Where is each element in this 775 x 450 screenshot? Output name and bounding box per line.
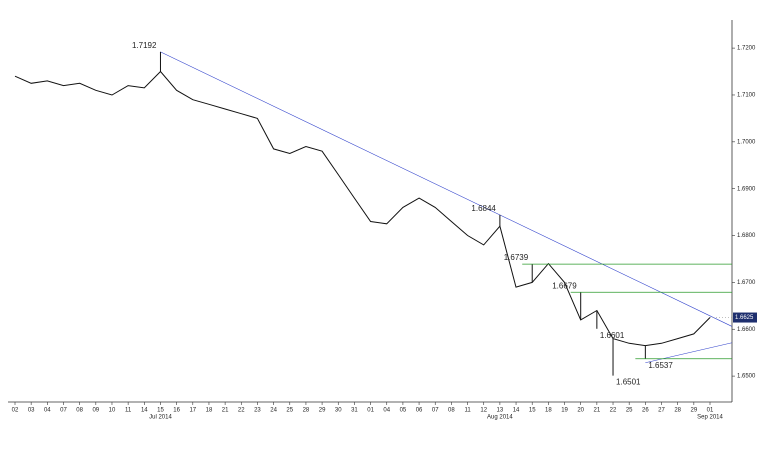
x-tick-label: 08	[76, 408, 83, 414]
annotation-label: 1.6739	[504, 253, 529, 262]
x-tick-label: 07	[60, 408, 67, 414]
x-tick-label: 22	[610, 408, 617, 414]
x-tick-label: 20	[577, 408, 584, 414]
x-tick-label: 28	[674, 408, 681, 414]
x-tick-label: 11	[125, 408, 132, 414]
x-tick-label: 21	[222, 408, 229, 414]
x-tick-label: 11	[464, 408, 471, 414]
x-tick-label: 30	[335, 408, 342, 414]
x-tick-label: 09	[92, 408, 99, 414]
annotation-label: 1.6844	[471, 204, 496, 213]
x-tick-label: 26	[642, 408, 649, 414]
x-tick-label: 25	[286, 408, 293, 414]
resistance-line	[160, 51, 733, 327]
y-tick-label: 1.7200	[737, 46, 756, 52]
x-tick-label: 22	[238, 408, 245, 414]
x-tick-label: 21	[594, 408, 601, 414]
support-line	[645, 342, 733, 364]
x-tick-label: 14	[141, 408, 148, 414]
month-label: Aug 2014	[487, 415, 513, 421]
x-tick-label: 08	[448, 408, 455, 414]
x-tick-label: 06	[416, 408, 423, 414]
annotation-label: 1.7192	[132, 41, 157, 50]
x-tick-label: 03	[28, 408, 35, 414]
x-tick-label: 17	[189, 408, 196, 414]
x-tick-label: 04	[383, 408, 390, 414]
y-tick-label: 1.6900	[737, 186, 756, 192]
x-tick-label: 14	[513, 408, 520, 414]
annotation-label: 1.6601	[600, 331, 625, 340]
last-price-label: 1.6625	[735, 315, 754, 321]
x-tick-label: 29	[319, 408, 326, 414]
x-tick-label: 29	[690, 408, 697, 414]
x-tick-label: 18	[545, 408, 552, 414]
last-price-box	[733, 312, 757, 323]
x-tick-label: 04	[44, 408, 51, 414]
y-tick-label: 1.6800	[737, 233, 756, 239]
annotation-label: 1.6537	[648, 361, 673, 370]
month-label: Jul 2014	[149, 415, 172, 421]
y-tick-label: 1.7100	[737, 93, 756, 99]
x-tick-label: 07	[432, 408, 439, 414]
x-tick-label: 13	[497, 408, 504, 414]
y-tick-label: 1.7000	[737, 139, 756, 145]
x-tick-label: 10	[109, 408, 116, 414]
x-tick-label: 01	[367, 408, 374, 414]
x-tick-label: 23	[254, 408, 261, 414]
x-tick-label: 27	[658, 408, 665, 414]
price-line	[14, 70, 711, 347]
annotation-label: 1.6679	[552, 281, 577, 290]
x-tick-label: 25	[626, 408, 633, 414]
x-tick-label: 24	[270, 408, 277, 414]
x-tick-label: 31	[351, 408, 358, 414]
x-tick-label: 15	[529, 408, 536, 414]
x-tick-label: 18	[206, 408, 213, 414]
x-tick-label: 05	[400, 408, 407, 414]
x-tick-label: 19	[561, 408, 568, 414]
x-tick-label: 28	[303, 408, 310, 414]
month-label: Sep 2014	[697, 415, 723, 421]
x-tick-label: 16	[173, 408, 180, 414]
x-tick-label: 12	[480, 408, 487, 414]
x-tick-label: 15	[157, 408, 164, 414]
y-tick-label: 1.6500	[737, 374, 756, 380]
x-tick-label: 02	[12, 408, 19, 414]
annotation-label: 1.6501	[616, 378, 641, 387]
y-tick-label: 1.6700	[737, 280, 756, 286]
y-tick-label: 1.6600	[737, 327, 756, 333]
x-tick-label: 01	[707, 408, 714, 414]
